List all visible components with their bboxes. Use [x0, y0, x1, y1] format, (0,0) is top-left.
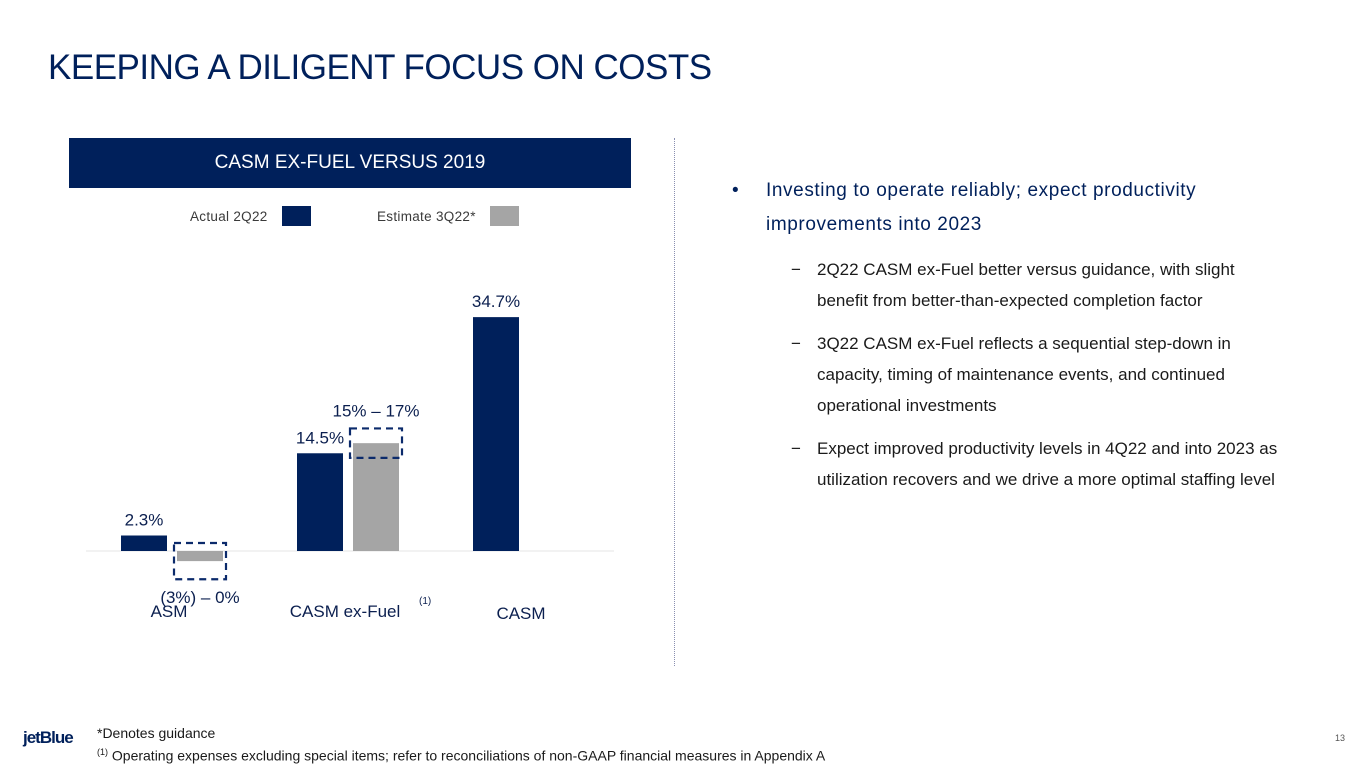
- page-number: 13: [1334, 733, 1345, 743]
- bar-estimate: [177, 551, 223, 562]
- category-footnote: (1): [419, 596, 431, 607]
- category-label: CASM: [496, 604, 545, 623]
- footnote-text: Operating expenses excluding special ite…: [111, 747, 826, 764]
- divider: [674, 138, 675, 666]
- dash-icon: −: [791, 334, 801, 353]
- bar-estimate: [353, 443, 399, 551]
- legend-estimate: Estimate 3Q22*: [377, 206, 519, 226]
- dash-icon: −: [791, 260, 801, 279]
- guidance-range-box: [348, 427, 404, 460]
- chart-title-banner: CASM EX-FUEL VERSUS 2019: [69, 138, 631, 188]
- guidance-range-box: [172, 541, 228, 581]
- category-label: CASM ex-Fuel: [290, 602, 401, 621]
- bar-actual: [473, 317, 519, 551]
- legend-label: Actual 2Q22: [190, 208, 268, 224]
- page-title: KEEPING A DILIGENT FOCUS ON COSTS: [48, 48, 712, 87]
- bullet-main: • Investing to operate reliably; expect p…: [732, 174, 1322, 242]
- bar-actual: [297, 453, 343, 551]
- data-label-actual: 14.5%: [296, 428, 344, 447]
- legend-label: Estimate 3Q22*: [377, 208, 476, 224]
- data-label-actual: 2.3%: [125, 510, 164, 529]
- bar-chart: 2.3% (3%) – 0%ASM 14.5% 15% – 17% CASM ex-Fu…: [86, 292, 614, 623]
- footnote-1: (1) Operating expenses excluding special…: [97, 743, 825, 766]
- category-label: ASM: [151, 602, 188, 621]
- footnote-marker: (1): [97, 747, 108, 757]
- data-label-estimate: 15% – 17%: [333, 401, 420, 420]
- sub-bullet-text: 3Q22 CASM ex-Fuel reflects a sequential …: [817, 334, 1231, 415]
- jetblue-logo: jetBlue: [23, 728, 74, 747]
- dash-icon: −: [791, 439, 801, 458]
- sub-bullet-text: 2Q22 CASM ex-Fuel better versus guidance…: [817, 260, 1235, 310]
- data-label-estimate: (3%) – 0%: [160, 588, 239, 607]
- data-label-actual: 34.7%: [472, 292, 520, 311]
- legend-swatch: [489, 206, 519, 226]
- bullet-list: • Investing to operate reliably; expect p…: [732, 174, 1322, 495]
- bar-actual: [121, 535, 167, 551]
- sub-bullet-text: Expect improved productivity levels in 4…: [817, 439, 1278, 489]
- legend-actual: Actual 2Q22: [190, 206, 311, 226]
- sub-bullet: −3Q22 CASM ex-Fuel reflects a sequential…: [791, 328, 1287, 421]
- sub-bullet: −2Q22 CASM ex-Fuel better versus guidanc…: [791, 254, 1287, 316]
- legend-swatch: [281, 206, 311, 226]
- bullet-text: Investing to operate reliably; expect pr…: [766, 180, 1197, 235]
- bullet-icon: •: [732, 180, 740, 201]
- footnotes: *Denotes guidance (1) Operating expenses…: [97, 724, 825, 766]
- sub-bullet: − Expect improved productivity levels in …: [791, 433, 1287, 495]
- footnote-guidance: *Denotes guidance: [97, 725, 216, 741]
